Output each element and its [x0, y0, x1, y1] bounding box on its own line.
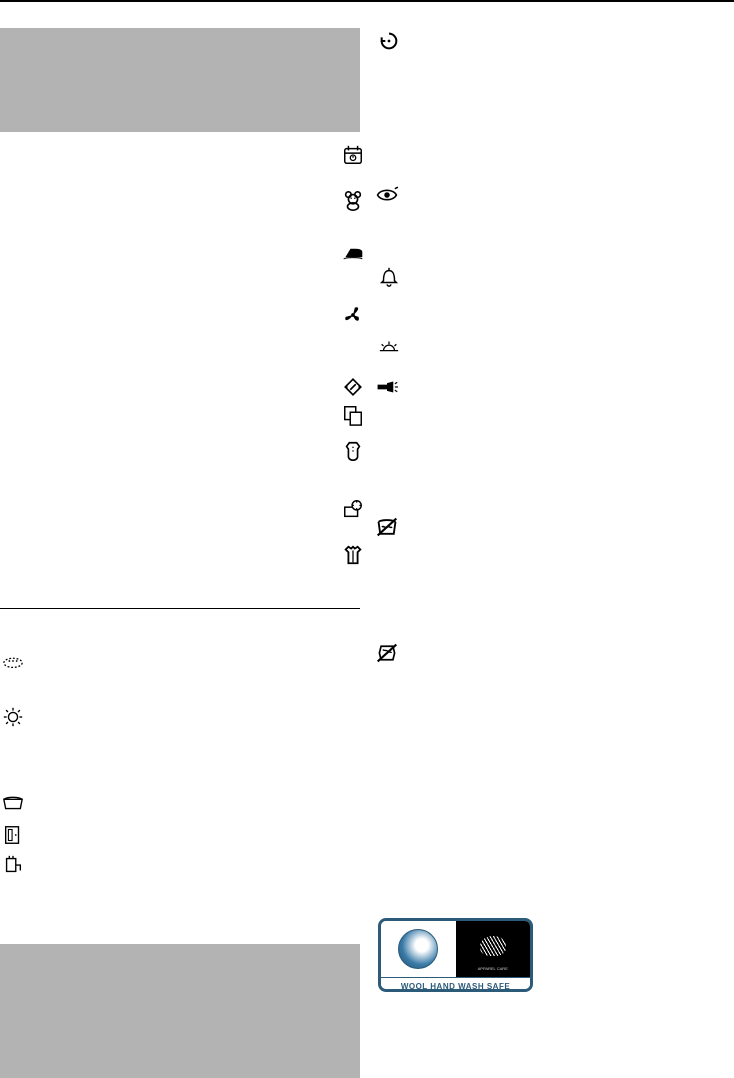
torch-icon: [376, 376, 398, 398]
iron-icon: [342, 242, 364, 264]
onesie-icon: [342, 440, 364, 462]
woolmark-caption-text: WOOL HAND WASH SAFE: [401, 982, 510, 991]
page-root: APPAREL CARE WOOL HAND WASH SAFE: [0, 0, 734, 1072]
sun-icon: [2, 706, 24, 728]
woolmark-top: APPAREL CARE: [381, 921, 530, 977]
door-icon: [2, 824, 24, 846]
wash-off-icon: [376, 516, 398, 538]
spinner-off-icon: [376, 642, 398, 664]
dawn-icon: [378, 336, 400, 358]
eye-icon: [376, 184, 398, 206]
woolmark-badge: APPAREL CARE WOOL HAND WASH SAFE: [378, 918, 533, 992]
dots-icon: [2, 650, 24, 672]
calendar-icon: [342, 144, 364, 166]
image-placeholder-top: [0, 28, 360, 132]
woolmark-apparel-icon: APPAREL CARE: [456, 921, 531, 977]
image-placeholder-bottom: [0, 944, 360, 1078]
fan-icon: [342, 304, 364, 326]
left-column: [0, 2, 360, 132]
candy-icon: [342, 376, 364, 398]
copy-icon: [342, 404, 364, 426]
teddy-icon: [342, 190, 364, 212]
bell-icon: [378, 266, 400, 288]
woolmark-caption: WOOL HAND WASH SAFE: [381, 977, 530, 992]
shirt-icon: [342, 544, 364, 566]
apparel-care-label: APPAREL CARE: [478, 966, 508, 971]
tub-icon: [2, 792, 24, 814]
settings-icon: [342, 498, 364, 520]
timer-icon: [378, 30, 400, 52]
woolmark-globe-icon: [381, 921, 456, 977]
section-divider: [0, 608, 360, 609]
plug-icon: [2, 854, 24, 876]
